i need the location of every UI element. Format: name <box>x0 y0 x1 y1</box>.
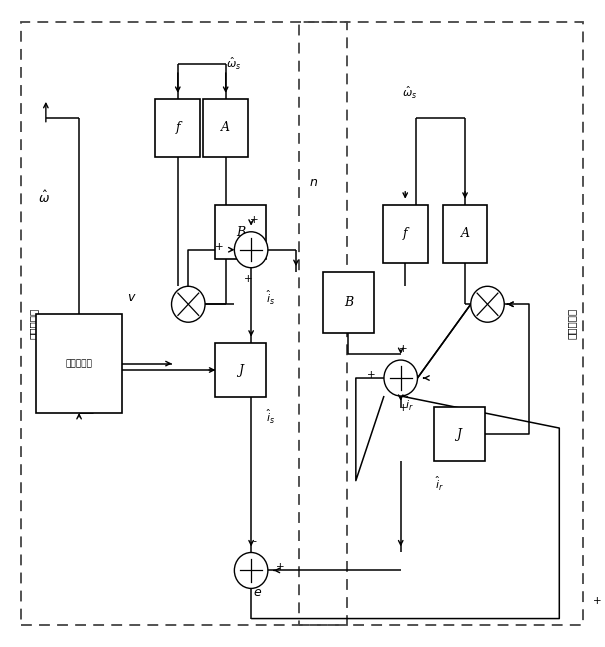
Text: $\hat{\omega}_s$: $\hat{\omega}_s$ <box>402 85 417 101</box>
Text: $\hat{i}_r$: $\hat{i}_r$ <box>435 475 444 493</box>
Text: $\hat{i}_r$: $\hat{i}_r$ <box>405 395 414 413</box>
Text: f: f <box>175 122 180 135</box>
Text: A: A <box>221 122 230 135</box>
Text: +: + <box>593 597 601 606</box>
Text: 感应发电机: 感应发电机 <box>566 308 577 339</box>
FancyBboxPatch shape <box>443 205 488 263</box>
Text: $e$: $e$ <box>252 586 262 599</box>
Text: $v$: $v$ <box>126 291 136 304</box>
Text: B: B <box>236 226 245 239</box>
Text: 滑模观测器: 滑模观测器 <box>29 308 39 339</box>
Text: -: - <box>252 536 256 546</box>
Text: $\hat{i}_s$: $\hat{i}_s$ <box>266 408 275 426</box>
Text: +: + <box>250 215 258 225</box>
Circle shape <box>471 286 504 322</box>
Text: +: + <box>367 370 375 380</box>
Text: $\hat{\omega}_s$: $\hat{\omega}_s$ <box>226 56 241 72</box>
FancyBboxPatch shape <box>215 343 266 397</box>
Text: +: + <box>399 344 408 353</box>
Text: J: J <box>457 428 462 441</box>
Text: +: + <box>399 402 408 413</box>
Circle shape <box>234 232 268 268</box>
Text: J: J <box>238 364 243 377</box>
Text: +: + <box>244 274 252 284</box>
FancyBboxPatch shape <box>36 314 122 413</box>
FancyBboxPatch shape <box>203 99 248 157</box>
Text: +: + <box>275 562 284 572</box>
Text: +: + <box>215 241 224 252</box>
Text: $\hat{i}_s$: $\hat{i}_s$ <box>266 289 275 307</box>
Text: B: B <box>344 296 353 309</box>
Circle shape <box>172 286 205 322</box>
Circle shape <box>384 360 417 396</box>
FancyBboxPatch shape <box>323 272 374 333</box>
Text: $n$: $n$ <box>309 176 318 189</box>
FancyBboxPatch shape <box>155 99 200 157</box>
Text: A: A <box>460 227 469 240</box>
Text: f: f <box>403 227 408 240</box>
FancyBboxPatch shape <box>434 407 485 461</box>
Text: $\hat{\omega}$: $\hat{\omega}$ <box>38 190 50 206</box>
Circle shape <box>234 553 268 588</box>
FancyBboxPatch shape <box>215 205 266 259</box>
FancyBboxPatch shape <box>383 205 428 263</box>
Text: 控制调节器: 控制调节器 <box>65 359 93 368</box>
